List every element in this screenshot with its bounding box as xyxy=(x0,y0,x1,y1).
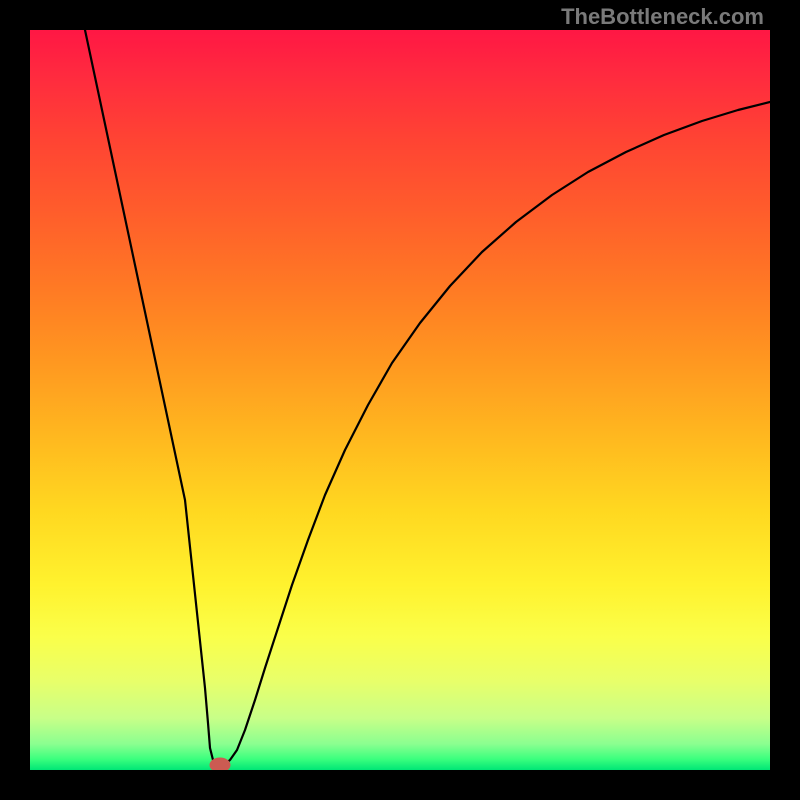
watermark-text: TheBottleneck.com xyxy=(561,4,764,30)
curve-svg xyxy=(30,30,770,770)
plot-area xyxy=(30,30,770,770)
chart-container: TheBottleneck.com xyxy=(0,0,800,800)
optimum-marker xyxy=(210,758,230,770)
bottleneck-curve xyxy=(85,30,770,765)
